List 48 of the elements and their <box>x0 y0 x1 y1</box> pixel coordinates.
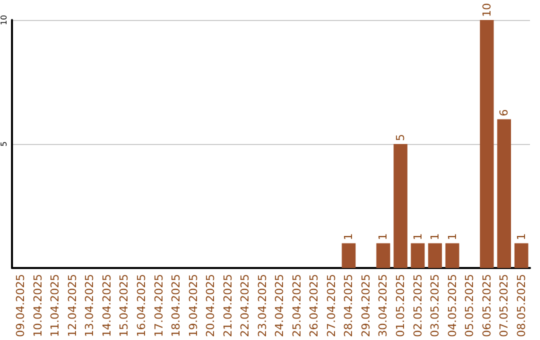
x-tick-label: 15.04.2025 <box>118 274 131 337</box>
x-tick-label: 10.04.2025 <box>31 274 44 337</box>
bar <box>342 243 356 268</box>
x-tick-label: 22.04.2025 <box>238 274 252 337</box>
x-tick-label: 29.04.2025 <box>359 274 372 337</box>
x-tick-label: 05.05.2025 <box>463 274 476 337</box>
x-tick-label: 13.04.2025 <box>83 274 96 337</box>
x-tick-label: 27.04.2025 <box>324 274 338 337</box>
x-tick-label: 21.04.2025 <box>221 274 234 337</box>
bar <box>428 243 442 268</box>
x-tick-label: 25.04.2025 <box>290 274 304 337</box>
x-tick-label: 14.04.2025 <box>100 274 114 337</box>
data-label: 1 <box>446 233 459 240</box>
data-label: 1 <box>514 233 528 240</box>
x-tick-label: 02.05.2025 <box>411 274 424 337</box>
x-tick-label: 19.04.2025 <box>186 274 200 337</box>
x-tick-label: 20.04.2025 <box>204 274 218 337</box>
bar <box>394 144 408 268</box>
x-tick-label: 06.05.2025 <box>480 274 494 337</box>
x-tick-label: 03.05.2025 <box>428 274 442 337</box>
data-label: 5 <box>394 134 407 141</box>
data-label: 6 <box>498 109 511 116</box>
data-label: 1 <box>428 233 442 240</box>
x-tick-label: 07.05.2025 <box>498 274 511 337</box>
x-tick-label: 11.04.2025 <box>48 274 62 337</box>
bar <box>497 119 512 268</box>
x-tick-label: 18.04.2025 <box>170 274 183 337</box>
bar <box>514 243 528 268</box>
x-tick-label: 16.04.2025 <box>135 274 148 337</box>
data-label: 1 <box>342 233 356 240</box>
x-tick-label: 01.05.2025 <box>394 274 407 337</box>
bar <box>410 243 425 268</box>
x-tick-label: 08.05.2025 <box>514 274 528 337</box>
x-tick-label: 28.04.2025 <box>342 274 356 337</box>
bar <box>480 20 494 268</box>
x-tick-label: 04.05.2025 <box>446 274 459 337</box>
x-tick-label: 26.04.2025 <box>308 274 321 337</box>
x-tick-label: 12.04.2025 <box>66 274 79 337</box>
x-tick-label: 09.04.2025 <box>14 274 28 337</box>
data-label: 1 <box>376 233 390 240</box>
x-tick-label: 24.04.2025 <box>273 274 286 337</box>
data-label: 10 <box>480 3 494 17</box>
bar <box>445 243 460 268</box>
x-tick-label: 23.04.2025 <box>256 274 269 337</box>
data-label: 1 <box>411 233 424 240</box>
bar <box>376 243 390 268</box>
x-tick-label: 30.04.2025 <box>376 274 390 337</box>
x-tick-label: 17.04.2025 <box>152 274 166 337</box>
